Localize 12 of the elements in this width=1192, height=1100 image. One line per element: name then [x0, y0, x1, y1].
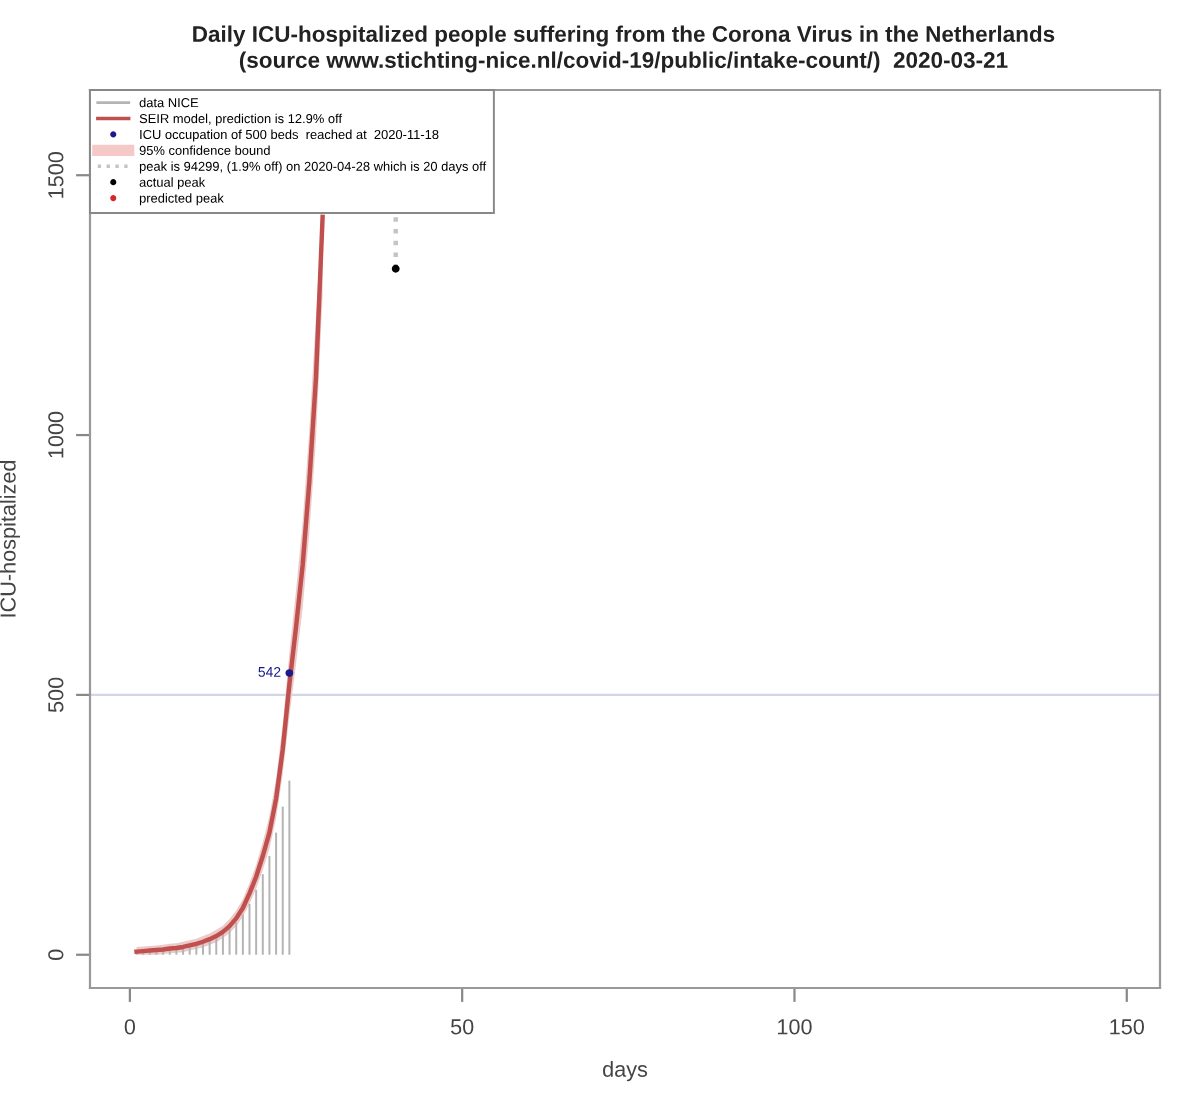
- y-tick-label: 1500: [48, 151, 64, 198]
- chart-title: Daily ICU-hospitalized people suffering from the Corona Virus in the Netherlands: [193, 25, 1055, 47]
- x-tick-label: 150: [1110, 1019, 1144, 1035]
- y-tick-label: 0: [48, 949, 64, 960]
- x-tick-label: 50: [450, 1019, 474, 1035]
- y-tick-label: 500: [48, 677, 64, 713]
- x-tick-label: 100: [778, 1019, 812, 1035]
- chart-subtitle: (source www.stichting-nice.nl/covid-19/public/intake-count/) 2020-03-21: [239, 51, 1008, 73]
- y-axis-title: ICU-hospitalized: [0, 460, 20, 617]
- x-tick-label: 0: [124, 1019, 136, 1035]
- y-tick-label: 1000: [48, 411, 64, 458]
- x-axis-title: days: [603, 1060, 648, 1082]
